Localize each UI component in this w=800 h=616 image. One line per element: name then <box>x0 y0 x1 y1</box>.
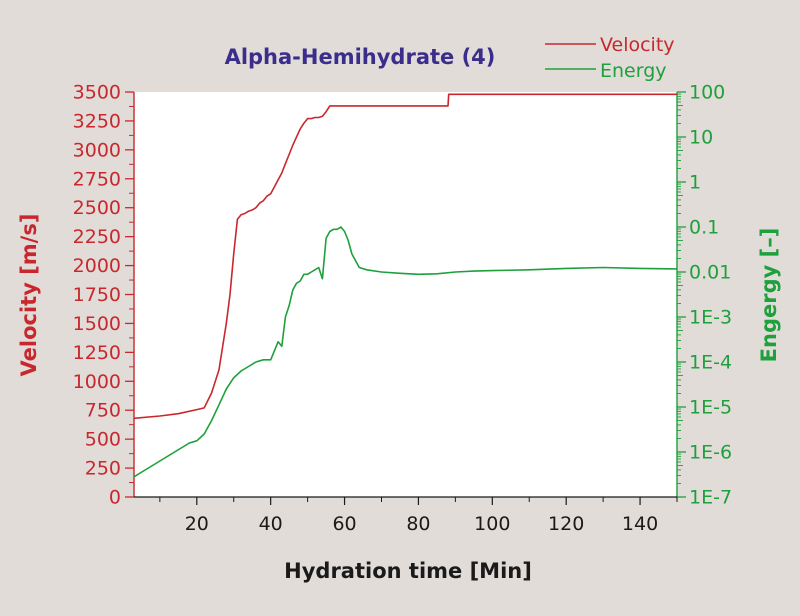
y-right-tick-label: 1E-5 <box>689 397 732 419</box>
y-axis-right: 1E-7 1E-6 1E-5 1E-4 1E-3 0.01 0.1 1 10 100 <box>676 82 732 509</box>
plot-area <box>134 92 677 497</box>
y-left-tick-label: 3500 <box>73 82 121 104</box>
y-right-tick-label: 1E-6 <box>689 442 732 464</box>
y-right-tick-label: 1E-4 <box>689 352 732 374</box>
legend-velocity-label: Velocity <box>600 34 675 56</box>
x-tick-label: 20 <box>185 513 209 535</box>
y-left-tick-label: 2500 <box>73 197 121 219</box>
y-right-tick-label: 0.01 <box>689 262 731 284</box>
series-energy-line <box>133 226 678 478</box>
y-left-tick-label: 3000 <box>73 139 121 161</box>
x-tick-label: 60 <box>332 513 356 535</box>
y-left-tick-label: 1750 <box>73 284 121 306</box>
y-axis-left-label: Velocity [m/s] <box>17 214 41 377</box>
y-left-tick-label: 2250 <box>73 226 121 248</box>
y-left-tick-label: 1500 <box>73 313 121 335</box>
x-tick-label: 80 <box>406 513 430 535</box>
chart-title: Alpha-Hemihydrate (4) <box>225 45 496 69</box>
x-axis: 20 40 60 80 100 120 140 <box>134 496 678 535</box>
x-tick-label: 120 <box>548 513 584 535</box>
y-left-tick-label: 0 <box>109 487 121 509</box>
y-left-tick-label: 250 <box>85 458 121 480</box>
x-tick-label: 40 <box>259 513 283 535</box>
y-left-tick-label: 2000 <box>73 255 121 277</box>
y-axis-right-label: Engergy [–] <box>757 228 781 363</box>
y-left-tick-label: 3250 <box>73 110 121 132</box>
y-left-tick-label: 1000 <box>73 371 121 393</box>
y-left-tick-label: 500 <box>85 429 121 451</box>
y-axis-left: 0 250 500 750 1000 1250 1500 1750 2000 2250 2500 27… <box>73 82 135 509</box>
y-right-tick-label: 10 <box>689 127 713 149</box>
y-left-tick-label: 1250 <box>73 342 121 364</box>
legend-energy-label: Energy <box>600 60 667 82</box>
y-left-tick-label: 2750 <box>73 168 121 190</box>
y-right-tick-label: 1 <box>689 172 701 194</box>
series-velocity-line <box>133 93 677 420</box>
x-axis-label: Hydration time [Min] <box>284 559 532 583</box>
x-tick-label: 100 <box>474 513 510 535</box>
x-tick-label: 140 <box>622 513 658 535</box>
y-left-tick-label: 750 <box>85 400 121 422</box>
y-right-tick-label: 1E-7 <box>689 487 732 509</box>
series-layer <box>133 93 678 478</box>
y-right-tick-label: 100 <box>689 82 725 104</box>
y-right-tick-label: 1E-3 <box>689 307 732 329</box>
legend: Velocity Energy <box>545 34 675 82</box>
y-right-tick-label: 0.1 <box>689 217 719 239</box>
